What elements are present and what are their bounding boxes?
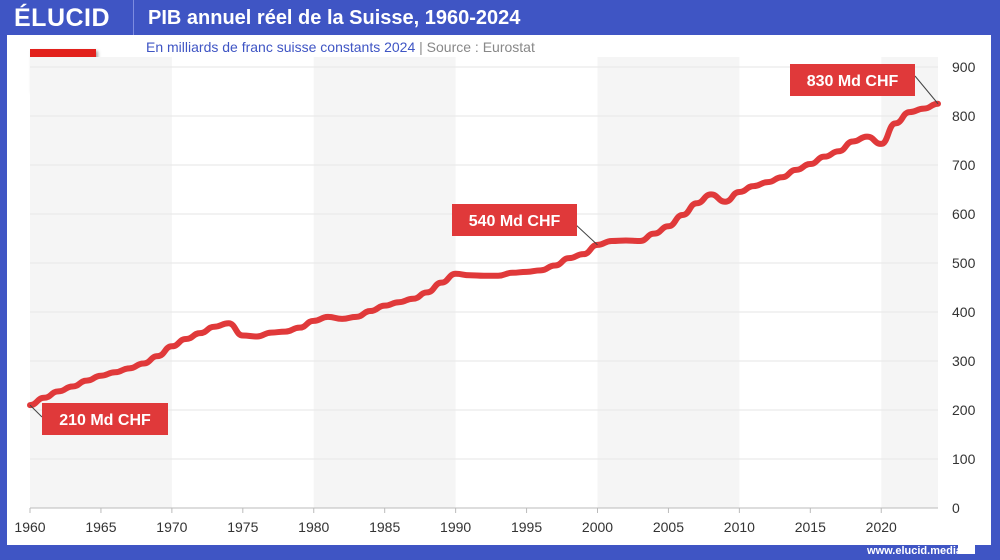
subtitle-units: En milliards de franc suisse constants 2…: [146, 39, 416, 55]
annotation-leader: [574, 223, 598, 246]
x-tick-label: 2020: [866, 519, 897, 535]
y-tick-label: 400: [952, 304, 976, 320]
annotation-label: 210 Md CHF: [59, 412, 151, 429]
y-tick-label: 200: [952, 402, 976, 418]
y-tick-label: 900: [952, 59, 976, 75]
x-tick-label: 1975: [227, 519, 258, 535]
y-tick-label: 100: [952, 451, 976, 467]
decade-band: [30, 57, 172, 508]
y-tick-label: 600: [952, 206, 976, 222]
decade-band: [313, 57, 456, 508]
y-tick-label: 0: [952, 500, 960, 516]
annotation-label: 830 Md CHF: [807, 73, 899, 90]
annotation-label: 540 Md CHF: [469, 213, 561, 230]
annotation-leader: [29, 404, 43, 418]
y-tick-label: 500: [952, 255, 976, 271]
x-tick-label: 1985: [369, 519, 400, 535]
y-tick-label: 700: [952, 157, 976, 173]
x-tick-label: 1970: [156, 519, 187, 535]
annotation-box: [42, 403, 168, 435]
decade-band: [597, 57, 740, 508]
x-tick-label: 2000: [582, 519, 613, 535]
subtitle-separator: |: [419, 39, 423, 55]
chart-subtitle: En milliards de franc suisse constants 2…: [146, 39, 535, 55]
footer-url[interactable]: www.elucid.media: [867, 545, 962, 557]
x-tick-label: 1960: [14, 519, 45, 535]
annotation-box: [790, 64, 915, 96]
subtitle-source: Source : Eurostat: [426, 39, 535, 55]
y-tick-label: 300: [952, 353, 976, 369]
x-tick-label: 1965: [85, 519, 116, 535]
x-tick-label: 1995: [511, 519, 542, 535]
y-tick-label: 800: [952, 108, 976, 124]
x-tick-label: 2005: [653, 519, 684, 535]
header-divider: [133, 0, 134, 35]
chart-title: PIB annuel réel de la Suisse, 1960-2024: [148, 7, 521, 29]
x-tick-label: 1980: [298, 519, 329, 535]
x-tick-label: 1990: [440, 519, 471, 535]
x-tick-label: 2015: [795, 519, 826, 535]
elucid-logo: ÉLUCID: [14, 4, 111, 32]
annotation-leader: [914, 75, 939, 105]
x-tick-label: 2010: [724, 519, 755, 535]
gdp-line: [27, 100, 941, 409]
annotation-box: [452, 204, 577, 236]
